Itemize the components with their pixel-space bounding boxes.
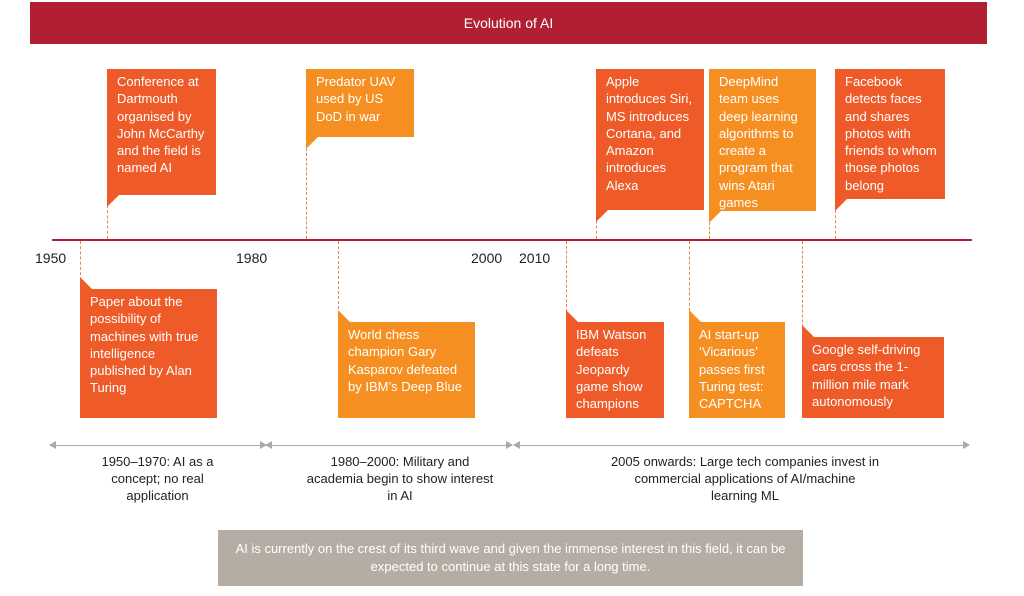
year-label: 2000	[471, 250, 503, 266]
connector	[338, 241, 339, 339]
event-box-vicarious: AI start-up ‘Vicarious’ passes first Tur…	[689, 310, 785, 418]
event-text: IBM Watson defeats Jeopardy game show ch…	[576, 327, 647, 412]
connector	[306, 148, 307, 239]
era-label: 2005 onwards: Large tech companies inves…	[610, 454, 880, 503]
era-label: 1980–2000: Military and academia begin t…	[306, 454, 494, 503]
connector	[709, 213, 710, 239]
era-range-line	[49, 441, 267, 449]
year-label: 1980	[236, 250, 268, 266]
summary-note-text: AI is currently on the crest of its thir…	[235, 541, 786, 574]
connector	[107, 205, 108, 239]
summary-note: AI is currently on the crest of its thir…	[218, 530, 803, 586]
event-box-turing-paper: Paper about the possibility of machines …	[80, 277, 217, 418]
connector	[835, 210, 836, 239]
event-text: World chess champion Gary Kasparov defea…	[348, 327, 462, 394]
connector	[80, 241, 81, 301]
event-text: Google self-driving cars cross the 1-mil…	[812, 342, 921, 409]
event-box-google-cars: Google self-driving cars cross the 1-mil…	[802, 325, 944, 418]
title-bar: Evolution of AI	[30, 2, 987, 44]
event-text: AI start-up ‘Vicarious’ passes first Tur…	[699, 327, 765, 412]
event-text: Apple introduces Siri, MS introduces Cor…	[606, 74, 692, 193]
year-label: 1950	[35, 250, 67, 266]
event-text: Paper about the possibility of machines …	[90, 294, 199, 396]
connector	[689, 241, 690, 311]
diagram-title: Evolution of AI	[463, 15, 554, 31]
event-text: Conference at Dartmouth organised by Joh…	[117, 74, 205, 176]
event-box-deep-blue: World chess champion Gary Kasparov defea…	[338, 310, 475, 418]
event-text: Facebook detects faces and shares photos…	[845, 74, 937, 193]
event-text: Predator UAV used by US DoD in war	[316, 74, 396, 124]
connector	[596, 210, 597, 239]
connector	[566, 241, 567, 312]
event-box-dartmouth: Conference at Dartmouth organised by Joh…	[107, 69, 216, 207]
timeline-axis	[52, 239, 972, 241]
event-text: DeepMind team uses deep learning algorit…	[719, 74, 798, 211]
era-range-line	[513, 441, 970, 449]
event-box-facebook: Facebook detects faces and shares photos…	[835, 69, 945, 211]
event-box-ibm-watson: IBM Watson defeats Jeopardy game show ch…	[566, 310, 664, 418]
event-box-deepmind: DeepMind team uses deep learning algorit…	[709, 69, 816, 223]
era-range-line	[265, 441, 513, 449]
year-label: 2010	[519, 250, 551, 266]
event-box-predator-uav: Predator UAV used by US DoD in war	[306, 69, 414, 149]
connector	[802, 241, 803, 337]
era-label: 1950–1970: AI as a concept; no real appl…	[101, 454, 214, 503]
event-box-voice-assistants: Apple introduces Siri, MS introduces Cor…	[596, 69, 704, 222]
